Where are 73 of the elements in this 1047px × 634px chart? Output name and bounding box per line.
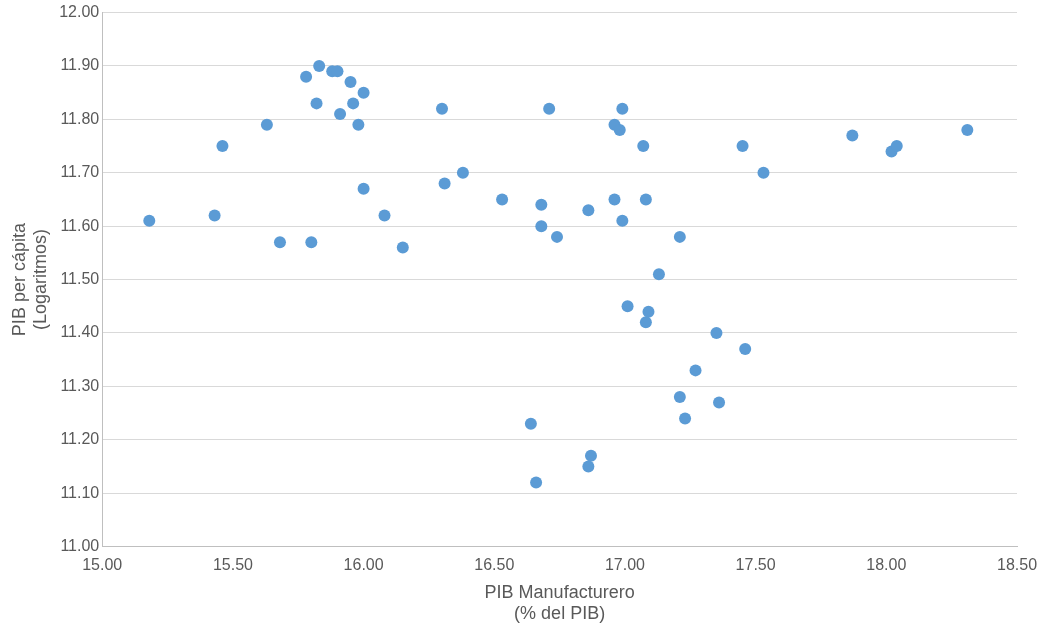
point (535, 198, 548, 211)
point (689, 364, 702, 377)
x-tick-label: 17.00 (604, 555, 646, 573)
point (347, 97, 360, 110)
point (582, 460, 595, 473)
point (551, 230, 564, 243)
point (890, 140, 903, 153)
point (679, 412, 692, 425)
point (396, 241, 409, 254)
point (616, 102, 629, 115)
y-axis-title: PIB per cápita (Logaritmos) (8, 222, 51, 337)
point (739, 343, 752, 356)
point (378, 209, 391, 222)
x-tick-label: 18.50 (996, 555, 1038, 573)
point (334, 108, 347, 121)
x-tick-label: 16.00 (343, 555, 384, 573)
point (582, 204, 595, 217)
point (216, 140, 229, 153)
point (530, 476, 543, 489)
y-tick-label: 11.90 (60, 56, 100, 74)
x-tick-label: 17.50 (735, 555, 776, 573)
point (713, 396, 726, 409)
point (621, 300, 634, 313)
point (143, 214, 156, 227)
point (352, 118, 365, 131)
point (652, 268, 665, 281)
point (305, 236, 318, 249)
point (584, 449, 597, 462)
x-axis-title: PIB Manufacturero (% del PIB) (484, 581, 635, 624)
point (543, 102, 556, 115)
point (639, 193, 652, 206)
y-tick-label: 11.30 (60, 376, 100, 394)
y-tick-label: 11.70 (60, 163, 100, 181)
point (673, 391, 686, 404)
point (710, 327, 723, 339)
y-tick-label: 11.60 (60, 216, 100, 234)
y-tick-label: 11.10 (60, 483, 100, 501)
point (616, 214, 629, 227)
point (535, 220, 548, 233)
point (673, 230, 686, 243)
point (642, 305, 655, 318)
point (208, 209, 221, 222)
point (300, 70, 313, 83)
x-tick-label: 16.50 (474, 555, 515, 573)
y-tick-label: 11.40 (60, 323, 100, 341)
y-tick-label: 12.00 (59, 3, 100, 21)
point (496, 193, 509, 206)
y-tick-label: 11.00 (60, 537, 100, 555)
point (313, 60, 326, 72)
point (736, 140, 749, 153)
x-tick-label: 15.00 (82, 555, 123, 573)
point (344, 76, 357, 89)
x-tick-label: 18.00 (866, 555, 907, 573)
point (613, 124, 626, 137)
point (357, 182, 370, 195)
point (357, 86, 370, 99)
point (438, 177, 451, 190)
y-tick-label: 11.80 (60, 109, 100, 127)
point (639, 316, 652, 329)
point (757, 166, 770, 179)
y-tick-label: 11.50 (60, 270, 100, 288)
point (961, 124, 974, 137)
y-tick-label: 11.20 (60, 430, 100, 448)
point (637, 140, 650, 153)
x-tick-label: 15.50 (212, 555, 254, 573)
point (524, 417, 537, 430)
point (436, 102, 449, 115)
point (608, 193, 621, 206)
point (273, 236, 286, 249)
point (846, 129, 859, 142)
point (310, 97, 323, 110)
point (456, 166, 469, 179)
point (260, 118, 273, 131)
